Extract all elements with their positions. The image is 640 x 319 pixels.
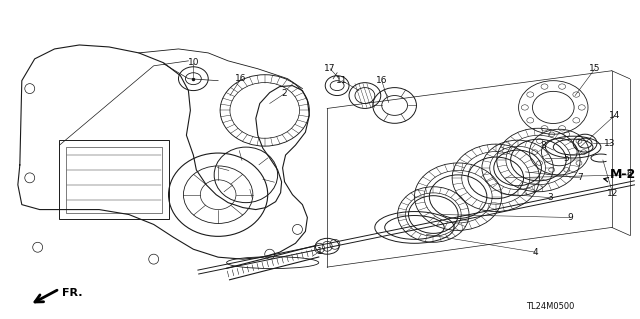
Text: 5: 5 bbox=[563, 153, 569, 162]
Text: 17: 17 bbox=[324, 64, 336, 73]
Text: 16: 16 bbox=[376, 76, 387, 85]
Text: 3: 3 bbox=[547, 193, 553, 202]
Text: 6: 6 bbox=[627, 170, 632, 179]
Text: 10: 10 bbox=[188, 58, 199, 67]
Text: 9: 9 bbox=[567, 213, 573, 222]
Text: 1: 1 bbox=[317, 247, 323, 256]
Bar bbox=[60, 140, 168, 219]
Text: 11: 11 bbox=[337, 76, 348, 85]
Text: 4: 4 bbox=[532, 248, 538, 257]
Text: 12: 12 bbox=[607, 189, 618, 198]
Text: 13: 13 bbox=[604, 139, 616, 148]
Text: 15: 15 bbox=[589, 64, 601, 73]
Text: 8: 8 bbox=[541, 141, 547, 150]
Text: 2: 2 bbox=[282, 89, 287, 98]
Text: 16: 16 bbox=[235, 74, 246, 83]
Text: 14: 14 bbox=[609, 111, 620, 120]
Text: M-2: M-2 bbox=[610, 168, 636, 182]
Text: FR.: FR. bbox=[63, 288, 83, 298]
Text: 7: 7 bbox=[577, 173, 583, 182]
Bar bbox=[67, 147, 162, 212]
Text: TL24M0500: TL24M0500 bbox=[526, 302, 575, 311]
